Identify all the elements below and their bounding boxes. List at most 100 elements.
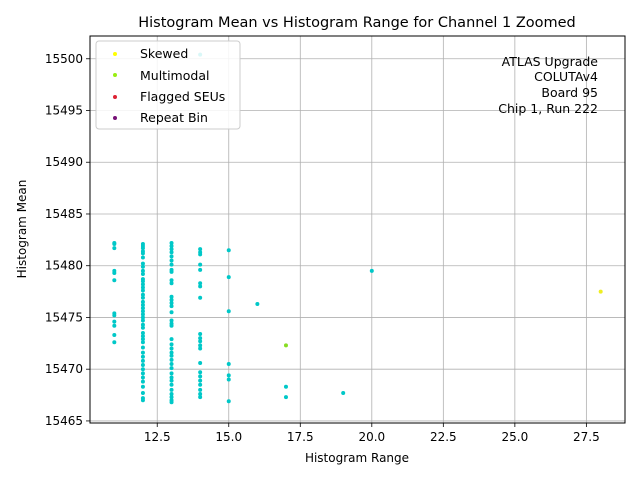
annotation-line: Board 95 [541, 85, 598, 100]
data-point-normal [169, 323, 174, 328]
data-point-normal [169, 387, 174, 392]
data-point-normal [140, 330, 145, 335]
data-point-normal [226, 309, 231, 314]
data-point-normal [112, 246, 117, 251]
x-tick-label: 20.0 [358, 430, 385, 444]
legend-label-skewed: Skewed [140, 46, 188, 61]
data-point-normal [140, 268, 145, 273]
data-point-normal [140, 261, 145, 266]
data-point-normal [140, 371, 145, 376]
data-point-multimodal [283, 343, 288, 348]
data-point-normal [112, 333, 117, 338]
data-points [112, 52, 603, 405]
data-point-normal [169, 258, 174, 263]
data-point-normal [198, 295, 203, 300]
data-point-normal [283, 384, 288, 389]
data-point-normal [140, 318, 145, 323]
y-tick-label: 15490 [45, 155, 83, 169]
data-point-normal [169, 366, 174, 371]
data-point-normal [169, 395, 174, 400]
data-point-normal [169, 304, 174, 309]
data-point-normal [112, 323, 117, 328]
data-point-normal [140, 398, 145, 403]
data-point-normal [140, 379, 145, 384]
annotation-text: ATLAS Upgrade COLUTAv4 Board 95 Chip 1, … [498, 54, 598, 116]
data-point-normal [198, 395, 203, 400]
data-point-normal [140, 288, 145, 293]
data-point-normal [255, 302, 260, 307]
x-axis-ticks: 12.5 15.0 17.5 20.0 22.5 25.0 27.5 [144, 423, 600, 444]
data-point-normal [169, 346, 174, 351]
data-point-normal [140, 322, 145, 327]
data-point-normal [169, 250, 174, 255]
y-tick-label: 15485 [45, 207, 83, 221]
legend-label-flagged-seus: Flagged SEUs [140, 89, 225, 104]
x-tick-label: 15.0 [215, 430, 242, 444]
data-point-normal [169, 375, 174, 380]
data-point-normal [198, 247, 203, 252]
y-tick-label: 15470 [45, 362, 83, 376]
data-point-normal [140, 251, 145, 256]
data-point-normal [140, 367, 145, 372]
data-point-normal [112, 319, 117, 324]
data-point-normal [140, 334, 145, 339]
data-point-normal [112, 270, 117, 275]
plot-frame [89, 35, 626, 424]
y-tick-label: 15465 [45, 414, 83, 428]
data-point-normal [169, 310, 174, 315]
data-point-normal [283, 395, 288, 400]
data-point-normal [169, 353, 174, 358]
legend-label-repeat-bin: Repeat Bin [140, 110, 208, 125]
data-point-normal [169, 382, 174, 387]
data-point-normal [169, 362, 174, 367]
x-tick-label: 22.5 [430, 430, 457, 444]
data-point-normal [112, 241, 117, 246]
data-point-normal [226, 248, 231, 253]
data-point-normal [198, 387, 203, 392]
data-point-normal [198, 332, 203, 337]
data-point-normal [140, 309, 145, 314]
data-point-normal [341, 390, 346, 395]
data-point-normal [198, 281, 203, 286]
data-point-normal [169, 400, 174, 405]
data-point-normal [112, 340, 117, 345]
data-point-normal [140, 285, 145, 290]
data-point-normal [198, 360, 203, 365]
data-point-normal [198, 378, 203, 383]
data-point-normal [140, 345, 145, 350]
legend-box [95, 40, 241, 130]
data-point-normal [140, 340, 145, 345]
data-point-normal [140, 279, 145, 284]
y-axis-label: Histogram Mean [15, 180, 29, 279]
data-point-normal [169, 244, 174, 249]
data-point-normal [140, 375, 145, 380]
data-point-normal [169, 318, 174, 323]
data-point-normal [226, 373, 231, 378]
data-point-normal [169, 392, 174, 397]
data-point-normal [169, 254, 174, 259]
data-point-normal [169, 262, 174, 267]
data-point-skewed [598, 289, 603, 294]
annotation-line: ATLAS Upgrade [502, 54, 599, 69]
data-point-normal [198, 343, 203, 348]
data-point-normal [140, 312, 145, 317]
data-point-normal [198, 336, 203, 341]
data-point-normal [140, 295, 145, 300]
x-tick-label: 25.0 [501, 430, 528, 444]
data-point-normal [169, 294, 174, 299]
data-point-normal [140, 363, 145, 368]
legend-marker-multimodal [113, 73, 117, 77]
data-point-normal [140, 325, 145, 330]
data-point-normal [226, 275, 231, 280]
data-point-normal [198, 252, 203, 257]
data-point-normal [169, 281, 174, 286]
data-point-normal [140, 271, 145, 276]
legend-label-multimodal: Multimodal [140, 68, 209, 83]
y-tick-label: 15495 [45, 104, 83, 118]
data-point-normal [140, 299, 145, 304]
y-tick-label: 15480 [45, 259, 83, 273]
data-point-normal [169, 300, 174, 305]
annotation-line: Chip 1, Run 222 [498, 101, 598, 116]
data-point-normal [140, 390, 145, 395]
